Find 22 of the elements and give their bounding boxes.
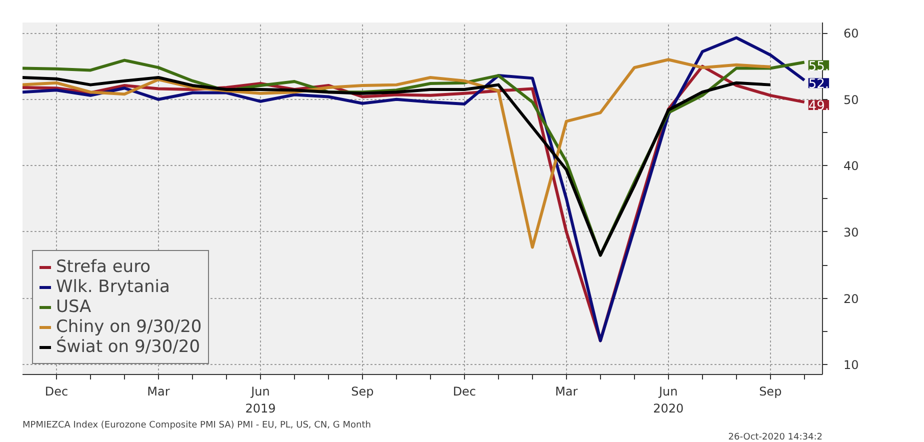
y-tick-label: 20 <box>844 292 859 306</box>
x-tick-label: Jun 2020 <box>653 384 684 416</box>
y-tick-label: 60 <box>844 26 859 41</box>
legend-label: Chiny on 9/30/20 <box>56 317 202 337</box>
x-tick-label: Dec <box>452 384 476 398</box>
legend-label: Świat on 9/30/20 <box>56 337 200 357</box>
legend-label: USA <box>56 297 92 317</box>
x-tick-label: Sep <box>759 384 782 398</box>
y-tick-label: 50 <box>844 92 859 107</box>
y-tick-label: 40 <box>844 159 859 174</box>
annotation: 55. <box>808 59 830 74</box>
x-tick-label: Jun 2019 <box>245 384 276 416</box>
y-tick-label: 30 <box>844 225 859 240</box>
legend-label: Strefa euro <box>56 257 151 277</box>
y-tick-label: 10 <box>844 358 859 372</box>
legend-label: Wlk. Brytania <box>56 277 170 297</box>
x-tick-label: Mar <box>555 384 578 398</box>
text: MPMIEZCA Index (Eurozone Composite PMI SA) PMI - EU, PL, US, CN, G Month <box>22 420 371 430</box>
x-tick-label: Dec <box>44 384 68 398</box>
text: 26-Oct-2020 14:34:2 <box>728 432 822 442</box>
x-tick-label: Sep <box>351 384 374 398</box>
x-tick-label: Mar <box>147 384 170 398</box>
